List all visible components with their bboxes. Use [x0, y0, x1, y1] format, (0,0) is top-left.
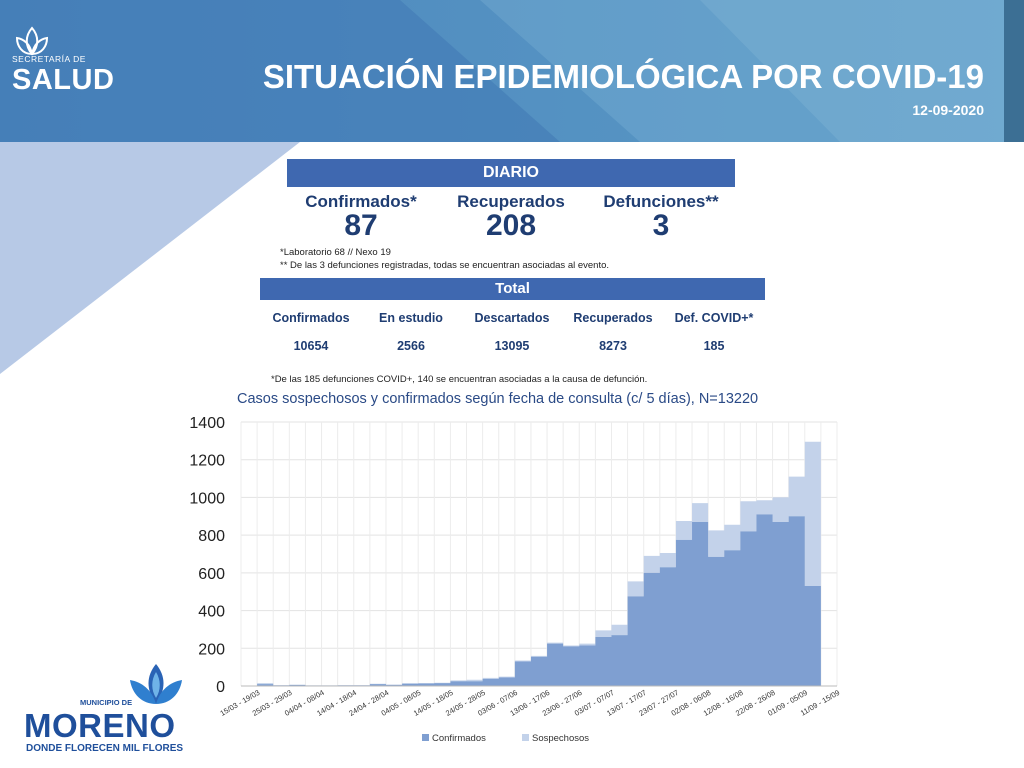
daily-value: 208	[485, 209, 537, 242]
daily-label: Defunciones**	[603, 192, 719, 211]
total-section-header: Total	[260, 278, 765, 300]
page-title: SITUACIÓN EPIDEMIOLÓGICA POR COVID-19	[262, 58, 984, 95]
total-value: 10654	[293, 339, 329, 353]
chart-title: Casos sospechosos y confirmados según fe…	[237, 391, 759, 407]
y-tick-label: 0	[216, 679, 225, 696]
area-confirmados	[241, 514, 837, 686]
total-label: Def. COVID+*	[674, 311, 754, 325]
total-label: Descartados	[474, 311, 550, 325]
legend-label: Confirmados	[432, 733, 486, 744]
logo-name: MORENO	[24, 707, 176, 744]
y-tick-label: 1400	[189, 415, 225, 432]
org-big-text: SALUD	[12, 64, 115, 96]
logo-slogan: DONDE FLORECEN MIL FLORES	[26, 743, 184, 754]
daily-confirmados: Confirmados* 87	[271, 192, 451, 242]
legend-swatch	[422, 734, 429, 741]
lotus-icon	[15, 26, 49, 56]
y-tick-label: 800	[198, 528, 225, 545]
daily-section-header: DIARIO	[287, 159, 735, 187]
daily-value: 3	[652, 209, 670, 242]
total-value: 185	[703, 339, 725, 353]
municipio-moreno-logo: MUNICIPIO DE MORENO DONDE FLORECEN MIL F…	[20, 658, 220, 758]
daily-label: Recuperados	[457, 192, 565, 211]
total-value: 13095	[494, 339, 530, 353]
total-label: Confirmados	[272, 311, 350, 325]
y-tick-label: 1200	[189, 453, 225, 470]
total-note: *De las 185 defunciones COVID+, 140 se e…	[271, 374, 648, 385]
daily-defunciones: Defunciones** 3	[571, 192, 751, 242]
chart-areas	[241, 441, 837, 686]
total-label: Recuperados	[573, 311, 653, 325]
daily-note-1: *Laboratorio 68 // Nexo 19	[280, 247, 391, 258]
legend-label: Sospechosos	[532, 733, 589, 744]
total-value: 2566	[397, 339, 425, 353]
y-tick-label: 400	[198, 604, 225, 621]
header-banner: SECRETARÍA DE SALUD SITUACIÓN EPIDEMIOLÓ…	[0, 0, 1024, 142]
y-tick-label: 200	[198, 641, 225, 658]
header-background	[0, 0, 1024, 142]
daily-note-2: ** De las 3 defunciones registradas, tod…	[280, 260, 610, 271]
daily-value: 87	[344, 209, 378, 242]
legend-swatch	[522, 734, 529, 741]
org-small-text: SECRETARÍA DE	[12, 54, 86, 64]
lotus-flower-icon	[130, 664, 182, 704]
daily-recuperados: Recuperados 208	[421, 192, 601, 242]
y-tick-label: 600	[198, 566, 225, 583]
decorative-triangle	[0, 142, 300, 374]
y-tick-label: 1000	[189, 490, 225, 507]
stacked-area-chart: 0 200 400 600 800 1000 1200 1400 15/03 - 19/032…	[189, 415, 841, 744]
daily-label: Confirmados*	[305, 192, 417, 211]
chart-legend: Confirmados Sospechosos	[422, 733, 589, 744]
logo-small-text: MUNICIPIO DE	[80, 698, 133, 707]
secretaria-salud-logo: SECRETARÍA DE SALUD	[12, 24, 132, 104]
report-date: 12-09-2020	[912, 102, 984, 118]
total-value: 8273	[599, 339, 627, 353]
total-label: En estudio	[379, 311, 443, 325]
y-axis: 0 200 400 600 800 1000 1200 1400	[189, 415, 225, 696]
